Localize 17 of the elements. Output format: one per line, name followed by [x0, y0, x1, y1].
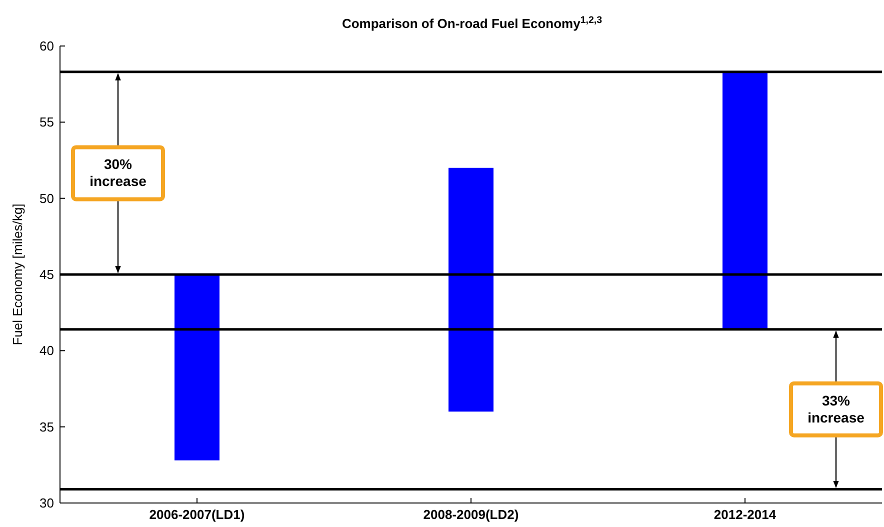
y-tick-label: 35: [40, 419, 54, 434]
bar: [448, 168, 494, 412]
y-tick-label: 40: [40, 343, 54, 358]
y-tick-label: 30: [40, 496, 54, 511]
annotation: 30% increase: [90, 156, 147, 190]
y-tick-label: 45: [40, 267, 54, 282]
x-tick-label: 2008-2009(LD2): [423, 507, 519, 522]
y-tick-label: 60: [40, 38, 54, 54]
bar: [174, 274, 220, 460]
x-tick-label: 2006-2007(LD1): [149, 507, 245, 522]
y-tick-label: 50: [40, 190, 54, 206]
y-tick-label: 55: [40, 114, 54, 130]
y-axis-title: Fuel Economy [miles/kg]: [10, 204, 25, 346]
annotation: 33% increase: [808, 392, 865, 426]
x-tick-label: 2012-2014: [714, 507, 777, 522]
chart-title: Comparison of On-road Fuel Economy$^{1,2,3}$: [342, 14, 603, 31]
bar: [722, 72, 768, 330]
